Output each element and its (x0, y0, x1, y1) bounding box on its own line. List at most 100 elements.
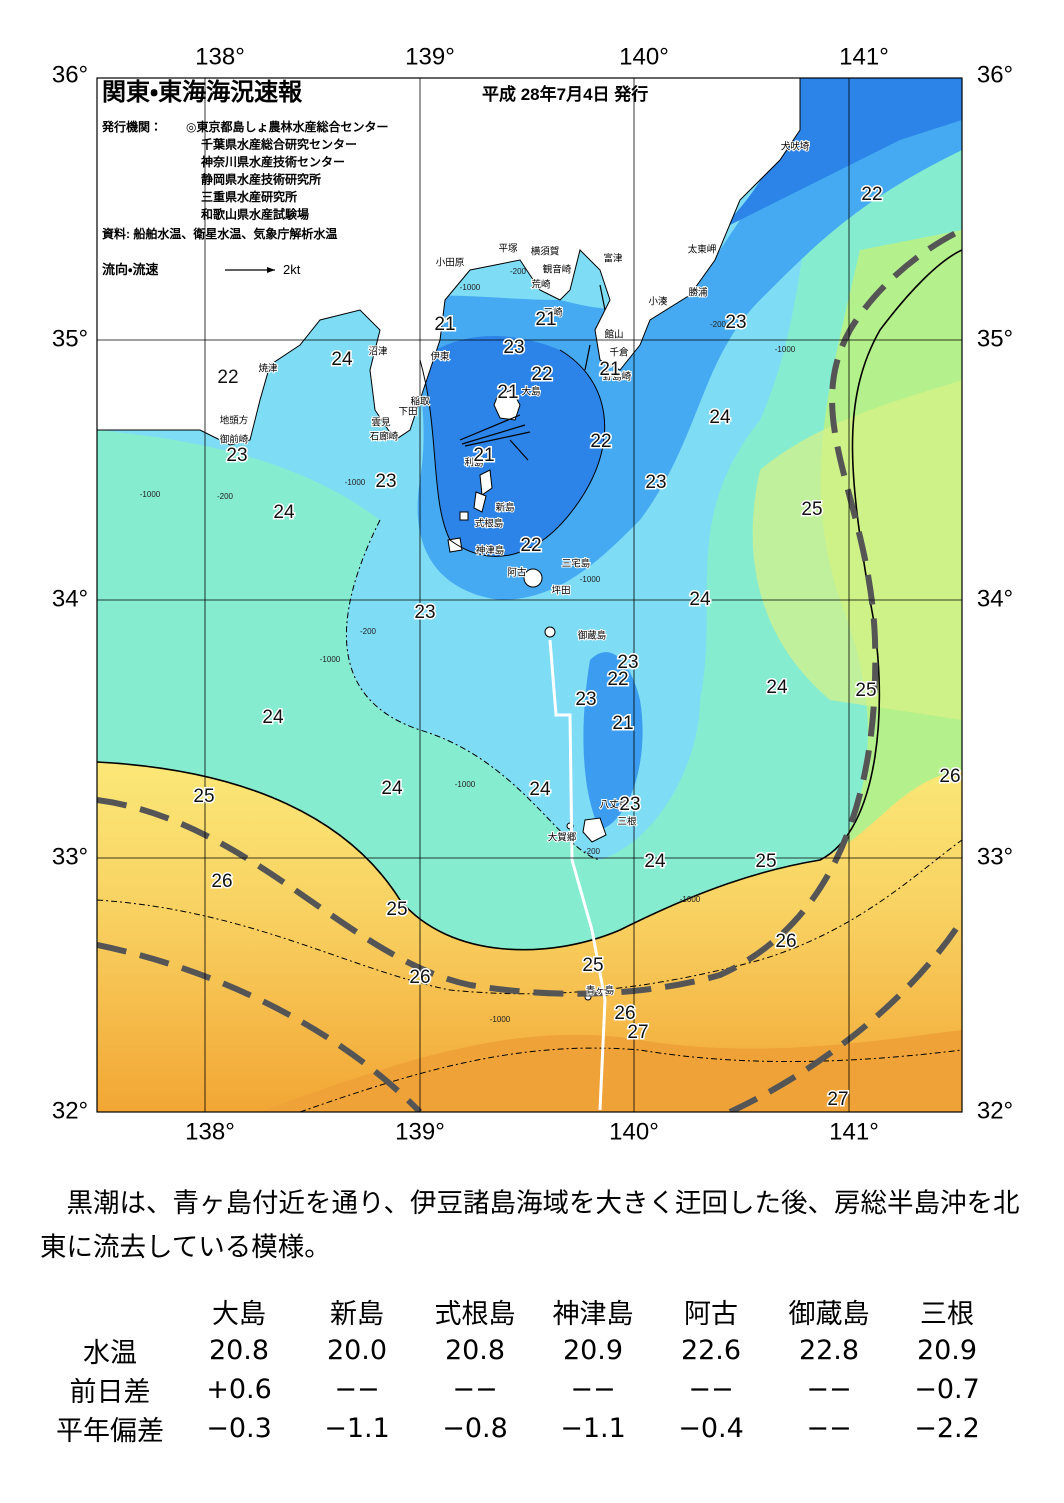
place-name: 阿古 (507, 567, 527, 579)
island (544, 626, 556, 638)
graticule (97, 78, 962, 1112)
lon-label: 141° (839, 43, 889, 70)
lat-label: 33° (977, 843, 1013, 870)
column-header: 大島 (212, 1299, 266, 1330)
isotherm-label: 23 (619, 794, 640, 815)
summary: 黒潮は、青ヶ島付近を通り、伊豆諸島海域を大きく迂回した後、房総半島沖を北東に流去… (40, 1188, 1020, 1263)
isotherm-label: 22 (520, 535, 541, 556)
depth-label: -200 (217, 492, 234, 501)
cell: 20.0 (326, 1335, 388, 1366)
isotherm-label: 27 (627, 1022, 648, 1043)
isotherm-label: 25 (855, 680, 876, 701)
isotherm-label: 23 (226, 445, 247, 466)
place-name: 雲見 (371, 418, 391, 429)
legend-scale: 2kt (283, 262, 301, 277)
arrow (584, 344, 591, 371)
column-header: 神津島 (552, 1299, 634, 1330)
cell: +0.6 (206, 1374, 272, 1405)
legend-arrowhead (267, 267, 275, 273)
isotherm-label: 22 (217, 367, 238, 388)
data-row: 水温 20.8 20.0 20.8 20.9 22.6 22.8 20.9 (40, 1331, 1006, 1370)
title: 関東・東海海況速報 (102, 78, 303, 106)
place-name: 小田原 (436, 258, 465, 269)
isotherm-label: 26 (211, 871, 232, 892)
cell: 20.9 (562, 1335, 624, 1366)
source: 資料: 船舶水温、衛星水温、気象庁解析水温 (102, 226, 337, 241)
sea-warm-east2 (752, 380, 962, 720)
isotherm-label: 21 (535, 309, 556, 330)
isotherm-label: 23 (503, 337, 524, 358)
isotherm-label: 21 (599, 359, 620, 380)
ship-track (548, 639, 607, 1111)
island (582, 817, 607, 843)
isotherm-label: 24 (766, 677, 788, 698)
isotherm (419, 349, 606, 557)
lon-label: 139° (405, 43, 455, 70)
place-name: 館山 (604, 329, 623, 341)
row-label: 前日差 (69, 1377, 151, 1408)
lat-label: 36° (52, 61, 88, 88)
place-name: 神津島 (476, 545, 505, 557)
lat-label: 32° (977, 1097, 1013, 1124)
depth-label: -1000 (460, 283, 481, 292)
island (459, 511, 469, 521)
lat-label: 34° (52, 585, 88, 612)
place-name: 新島 (495, 502, 514, 514)
place-name: 下田 (398, 407, 417, 418)
isotherm-label: 26 (939, 766, 960, 787)
cell: −0.4 (678, 1413, 744, 1444)
issuer: ◎東京都島しょ農林水産総合センター (186, 119, 388, 134)
depth-label: -1000 (320, 655, 341, 664)
isotherm-label: 23 (617, 652, 638, 673)
cell: −− (570, 1374, 616, 1405)
map: 関東・東海海況速報 平成 28年7月4日 発行 発行機関： 資料: 船舶水温、衛… (52, 43, 1013, 1145)
depth-label: -200 (510, 267, 527, 276)
depth-label: -1000 (490, 1015, 511, 1024)
cell: −0.3 (206, 1413, 272, 1444)
column-header: 式根島 (434, 1299, 516, 1330)
lon-label: 139° (395, 1118, 445, 1145)
place-name: 荒崎 (531, 279, 551, 291)
arrow (461, 424, 526, 445)
place-name: 八丈島 (600, 799, 629, 811)
column-header: 新島 (330, 1299, 384, 1330)
isotherm-label: 22 (531, 364, 552, 385)
kuroshio-axis (97, 227, 962, 997)
depth-label: -200 (584, 847, 601, 856)
row-label: 平年偏差 (56, 1416, 164, 1447)
isotherm-label: 24 (273, 502, 295, 523)
place-name: 千倉 (609, 348, 629, 359)
isotherm-label: 23 (575, 689, 596, 710)
place-name: 三崎 (543, 307, 563, 319)
map-frame (96, 77, 963, 1113)
isotherm-label: 22 (861, 184, 882, 205)
isotherm-label: 22 (607, 669, 628, 690)
cell: −− (806, 1413, 852, 1444)
arrow (599, 284, 606, 311)
cell: −0.7 (914, 1374, 980, 1405)
place-name: 横須賀 (531, 246, 560, 258)
isotherm-label: 27 (827, 1089, 848, 1110)
issuer: 静岡県水産技術研究所 (201, 172, 321, 187)
place-name: 利島 (464, 457, 483, 469)
isotherm-label: 25 (193, 786, 214, 807)
isotherm-label: 24 (262, 707, 284, 728)
isotherm-label: 23 (645, 472, 666, 493)
cell: 20.9 (916, 1335, 978, 1366)
lat-label: 34° (977, 585, 1013, 612)
isotherm-label: 24 (644, 851, 666, 872)
station-table: 大島 新島 式根島 神津島 阿古 御蔵島 三根 水温 20.8 20.0 20.8 20.9 22.6 2… (40, 1292, 1006, 1448)
issuer: 和歌山県水産試験場 (200, 207, 309, 222)
island (473, 491, 487, 513)
isotherm-label: 21 (473, 445, 494, 466)
isotherm-label: 23 (725, 312, 746, 333)
place-name: 野島崎 (603, 371, 632, 383)
place-name: 観音崎 (543, 264, 572, 276)
place-name: 三宅島 (562, 558, 591, 570)
depth-label: -1000 (580, 575, 601, 584)
isotherm-label: 24 (709, 407, 731, 428)
island (523, 568, 543, 588)
legend-label: 流向・流速 (102, 262, 158, 277)
depth-label: -1000 (345, 478, 366, 487)
lon-label: 140° (619, 43, 669, 70)
